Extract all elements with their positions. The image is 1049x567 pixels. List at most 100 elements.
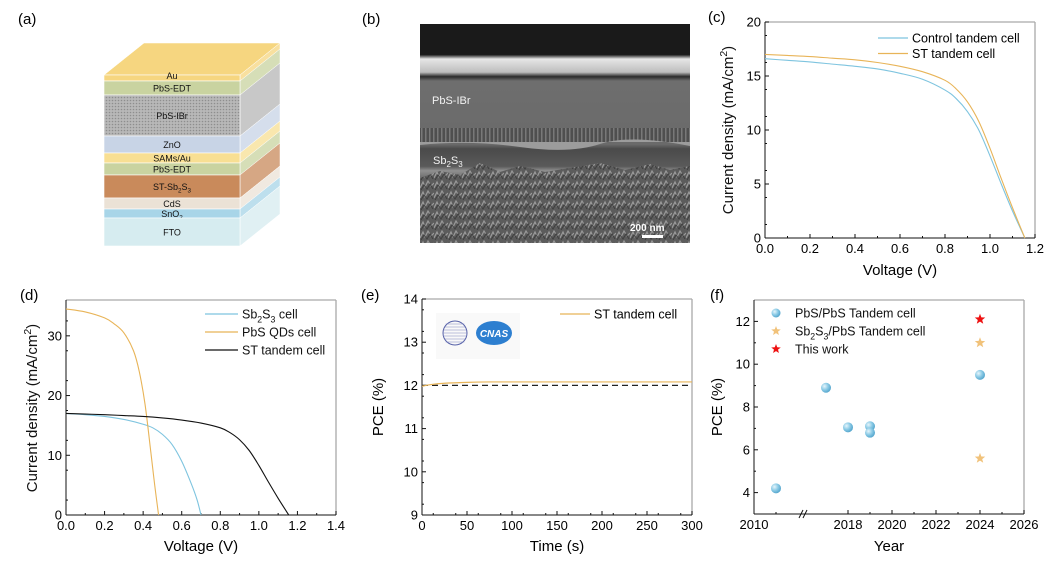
data-point-this-work <box>974 313 986 324</box>
x-tick-label: 2022 <box>922 517 951 532</box>
data-point-pbs-pbs <box>975 369 985 380</box>
panel-labels: (a) (b) (c) (d) (e) (f) <box>18 9 726 304</box>
y-tick-label: 14 <box>404 292 418 307</box>
stack-label-2: PbS-IBr <box>156 111 188 121</box>
x-tick-label: 50 <box>460 518 474 533</box>
y-tick-label: 12 <box>736 314 750 329</box>
sem-columnar-layer <box>420 128 690 142</box>
series-line-st-tandem <box>421 381 692 387</box>
x-tick-label: 2018 <box>834 517 863 532</box>
y-tick-label: 10 <box>736 357 750 372</box>
chart-f-pce-history: 2010 2018 2020 2022 2024 2026 4 6 8 10 12 PbS/PbS T… <box>709 299 1039 555</box>
series-line-control-tandem-cell <box>764 58 1026 239</box>
y-tick-label: 13 <box>404 335 418 350</box>
x-tick-label: 0.8 <box>936 241 954 256</box>
x-tick-label: 0.4 <box>134 518 152 533</box>
stack-layer-2 <box>103 94 241 137</box>
y-axis-label: Current density (mA/cm2) <box>718 46 737 214</box>
series-line-0 <box>65 412 202 516</box>
legend-label: ST tandem cell <box>242 344 325 358</box>
certification-logos: CNAS <box>436 313 520 359</box>
y-tick-label: 10 <box>404 464 418 479</box>
stack-layer-9 <box>103 217 241 247</box>
data-point-sb2s3-pbs <box>974 337 986 348</box>
legend-label: ST tandem cell <box>912 47 995 61</box>
panel-label-f: (f) <box>710 287 724 304</box>
y-axis-label: PCE (%) <box>370 378 387 436</box>
x-tick-label: 150 <box>546 518 568 533</box>
x-tick-label: 2010 <box>740 517 769 532</box>
y-tick-label: 4 <box>743 485 750 500</box>
x-tick-label: 1.2 <box>288 518 306 533</box>
y-tick-label: 8 <box>743 400 750 415</box>
y-tick-label: 30 <box>48 328 62 343</box>
data-point-pbs-pbs <box>843 422 853 433</box>
data-point-pbs-pbs <box>771 483 781 494</box>
x-tick-label: 0.2 <box>96 518 114 533</box>
y-tick-label: 9 <box>411 508 418 523</box>
legend-label: Control tandem cell <box>912 32 1020 46</box>
x-axis-label: Voltage (V) <box>164 538 238 555</box>
y-tick-label: 5 <box>754 177 761 192</box>
sem-scale-bar <box>642 235 663 238</box>
x-axis-label: Year <box>874 538 904 555</box>
y-axis-label: PCE (%) <box>709 378 726 436</box>
sem-label-pbs-ibr: PbS-IBr <box>432 95 471 107</box>
x-tick-label: 2024 <box>966 517 995 532</box>
series-line-st-tandem-cell <box>764 53 1026 239</box>
stack-label-7: CdS <box>163 199 181 209</box>
panel-label-d: (d) <box>20 287 38 304</box>
x-axis-label: Time (s) <box>530 538 584 555</box>
cnas-logo-icon <box>476 321 512 345</box>
cnas-logo-text: CNAS <box>480 329 509 340</box>
stack-label-3: ZnO <box>163 140 181 150</box>
series-line-1 <box>65 308 160 516</box>
x-tick-label: 0.6 <box>173 518 191 533</box>
legend-label: PbS QDs cell <box>242 326 316 340</box>
y-tick-label: 20 <box>747 15 761 30</box>
panel-label-b: (b) <box>362 11 380 28</box>
sem-label-sb2s3: Sb2S3 <box>433 155 463 169</box>
panel-label-c: (c) <box>708 9 726 26</box>
x-tick-label: 1.0 <box>981 241 999 256</box>
legend-label: PbS/PbS Tandem cell <box>795 307 916 321</box>
stack-label-5: PbS-EDT <box>153 164 192 174</box>
sem-scale-bar-label: 200 nm <box>630 223 665 234</box>
panel-label-e: (e) <box>361 287 379 304</box>
y-tick-label: 15 <box>747 69 761 84</box>
x-tick-label: 0.6 <box>891 241 909 256</box>
x-tick-label: 0.8 <box>211 518 229 533</box>
x-tick-label: 1.4 <box>327 518 345 533</box>
y-tick-label: 0 <box>754 231 761 246</box>
x-tick-label: 0.0 <box>756 241 774 256</box>
x-tick-label: 0.2 <box>801 241 819 256</box>
stack-label-0: Au <box>166 71 177 81</box>
stack-label-6: ST-Sb2S3 <box>153 182 192 195</box>
sem-cross-section-image: PbS-IBr Sb2S3 200 nm <box>420 24 690 243</box>
x-tick-label: 250 <box>636 518 658 533</box>
x-tick-label: 2026 <box>1010 517 1039 532</box>
chart-e-stabilized-pce: 0 50 100 150 200 250 300 9 10 11 12 13 14 ST tandem c… <box>370 292 703 556</box>
x-tick-label: 0.0 <box>57 518 75 533</box>
x-tick-label: 0.4 <box>846 241 864 256</box>
device-stack-diagram: AuPbS-EDTPbS-IBrZnOSAMs/AuPbS-EDTST-Sb2S… <box>103 42 281 247</box>
legend-marker <box>771 326 781 336</box>
legend-label: Sb2S3/PbS Tandem cell <box>795 325 925 342</box>
legend-label: ST tandem cell <box>594 308 677 322</box>
series-line-2 <box>65 412 290 516</box>
legend-marker <box>771 308 781 318</box>
axis-break-mark <box>802 509 808 519</box>
stack-label-1: PbS-EDT <box>153 83 192 93</box>
data-point-pbs-pbs <box>821 382 831 393</box>
panel-label-a: (a) <box>18 11 36 28</box>
data-point-sb2s3-pbs <box>974 452 986 463</box>
sem-interface <box>420 139 690 150</box>
x-tick-label: 100 <box>501 518 523 533</box>
x-tick-label: 2020 <box>878 517 907 532</box>
sem-substrate-rough <box>420 163 690 243</box>
legend-label: This work <box>795 343 849 357</box>
x-axis-label: Voltage (V) <box>863 262 937 279</box>
chart-d-jv-subcells: 0.0 0.2 0.4 0.6 0.8 1.0 1.2 1.4 0 10 20 30 Sb2S3 cel… <box>22 299 345 555</box>
chart-c-jv-curves: 0.0 0.2 0.4 0.6 0.8 1.0 1.2 0 5 10 15 20 Control tan… <box>718 15 1044 280</box>
x-tick-label: 300 <box>681 518 703 533</box>
